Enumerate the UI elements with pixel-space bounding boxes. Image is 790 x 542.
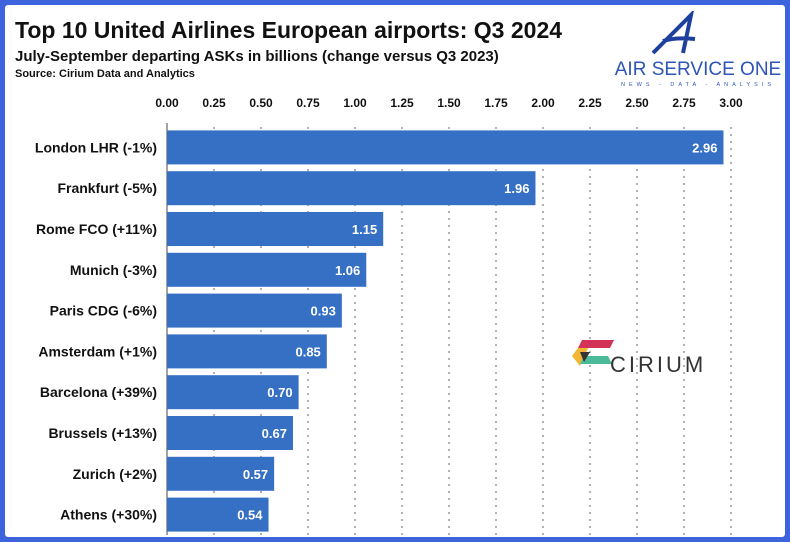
x-tick-label: 0.75 [296,96,320,110]
bar-chart: 0.00 0.25 0.50 0.75 1.00 1.25 1.50 1.75 2.00 2.25… [35,96,743,535]
bar [167,497,269,532]
chart-frame: Top 10 United Airlines European airports… [5,5,785,537]
x-tick-label: 1.75 [484,96,508,110]
category-label: Zurich (+2%) [73,466,157,482]
chart-source: Source: Cirium Data and Analytics [15,68,195,80]
data-label: 1.15 [352,222,377,237]
data-label: 0.57 [243,467,268,482]
category-label: Paris CDG (-6%) [50,303,157,319]
data-label: 1.96 [504,181,529,196]
x-tick-label: 1.50 [437,96,461,110]
x-tick-label: 2.00 [531,96,555,110]
cirium-logo: CIRIUM [572,340,706,377]
x-tick-label: 1.25 [390,96,414,110]
category-label: Amsterdam (+1%) [38,343,157,359]
bar [167,252,367,287]
x-tick-label: 0.50 [249,96,273,110]
category-label: Athens (+30%) [60,507,157,523]
data-label: 0.85 [295,344,320,359]
category-label: Frankfurt (-5%) [57,180,157,196]
air-service-one-text: AIR SERVICE ONE [615,59,781,80]
bar [167,375,299,410]
x-tick-label: 0.25 [202,96,226,110]
chart-subtitle: July-September departing ASKs in billion… [15,48,499,65]
x-tick-label: 0.00 [155,96,179,110]
cirium-text: CIRIUM [610,352,706,377]
data-label: 0.54 [237,508,263,523]
bar [167,456,275,491]
bar [167,171,536,206]
category-label: Munich (-3%) [70,262,157,278]
bar [167,130,724,165]
data-label: 0.67 [262,426,287,441]
bar [167,334,327,369]
data-label: 0.93 [311,304,336,319]
category-label: Barcelona (+39%) [40,384,157,400]
data-label: 2.96 [692,140,717,155]
bar [167,416,293,450]
bar [167,293,342,328]
chart-title: Top 10 United Airlines European airports… [15,17,563,43]
x-tick-label: 2.50 [625,96,649,110]
category-label: Brussels (+13%) [48,425,157,441]
category-label: London LHR (-1%) [35,139,157,155]
category-label: Rome FCO (+11%) [36,221,157,237]
bar [167,212,384,246]
air-service-one-tagline: NEWS - DATA - ANALYSIS [621,82,775,88]
x-tick-label: 1.00 [343,96,367,110]
air-service-one-logo: AIR SERVICE ONE NEWS - DATA - ANALYSIS [615,11,781,88]
data-label: 0.70 [267,385,292,400]
data-label: 1.06 [335,263,360,278]
x-tick-label: 3.00 [719,96,743,110]
x-tick-label: 2.75 [672,96,696,110]
x-tick-label: 2.25 [578,96,602,110]
